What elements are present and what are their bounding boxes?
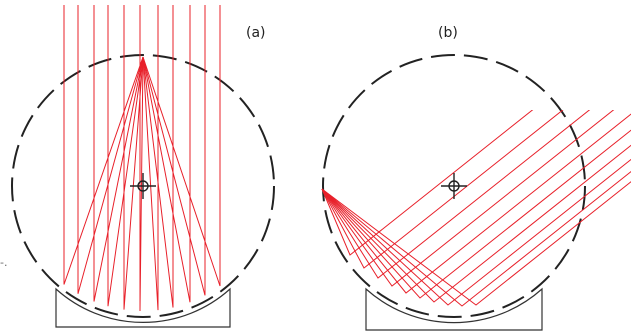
panel-b-ray xyxy=(321,110,591,279)
panel-b-rays xyxy=(321,110,631,307)
panel-a-dashed-circle xyxy=(11,54,275,318)
panel-b-ray xyxy=(321,158,631,306)
panel-b-dashed-circle xyxy=(322,54,586,318)
panel-b-ray xyxy=(321,110,534,256)
stray-mark: -. xyxy=(0,256,8,269)
panel-b-ray xyxy=(321,129,631,299)
panel-a-ray xyxy=(142,5,174,308)
panel-b-ray xyxy=(321,110,564,269)
panel-b-ray xyxy=(321,171,631,307)
panel-a-ray xyxy=(77,5,144,294)
panel-a-ray xyxy=(63,5,144,285)
panel-b-label: (b) xyxy=(438,25,458,41)
panel-b-ray xyxy=(321,144,631,303)
panel-b: (b) xyxy=(321,25,631,331)
panel-a-ray xyxy=(123,5,144,310)
panel-a-rays xyxy=(63,5,221,311)
panel-a-crosshair xyxy=(130,173,156,199)
panel-a-ray xyxy=(142,5,221,287)
panel-a-mirror-base xyxy=(55,287,231,328)
panel-a: (a) xyxy=(11,5,275,328)
panel-a-ray xyxy=(107,5,144,307)
panel-a-ray xyxy=(142,5,191,303)
panel-b-mirror-base xyxy=(365,287,543,331)
panel-a-ray xyxy=(142,5,206,296)
panel-a-label: (a) xyxy=(246,25,266,41)
panel-b-ray xyxy=(321,113,631,294)
panel-b-ray xyxy=(321,181,631,306)
panel-b-ray xyxy=(321,110,615,287)
panel-a-ray xyxy=(142,5,159,311)
panel-a-ray xyxy=(139,5,144,311)
panel-a-ray xyxy=(93,5,144,302)
panel-b-crosshair xyxy=(441,173,467,199)
